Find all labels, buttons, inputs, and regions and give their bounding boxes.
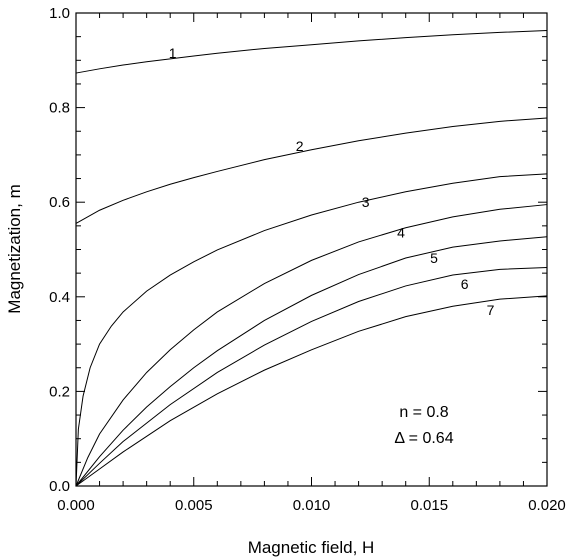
curve-labels: 1 2 3 4 5 6 7 bbox=[169, 45, 495, 318]
series-line-3 bbox=[75, 173, 548, 487]
ticks: 0.000 0.005 0.010 0.015 0.020 0.0 0.2 0.4 0.6 0.8… bbox=[49, 5, 566, 514]
series-line-6 bbox=[75, 266, 548, 487]
series-label-6: 6 bbox=[461, 276, 469, 292]
series-line-4 bbox=[75, 204, 548, 487]
y-axis-title: Magnetization, m bbox=[5, 184, 24, 313]
series-label-2: 2 bbox=[296, 138, 304, 154]
series-label-7: 7 bbox=[487, 302, 495, 318]
curves bbox=[75, 30, 548, 487]
series-line-7 bbox=[75, 295, 548, 487]
x-tick-label: 0.000 bbox=[57, 497, 95, 514]
series-line-2 bbox=[75, 117, 548, 224]
y-tick-label: 1.0 bbox=[49, 5, 70, 22]
series-line-1 bbox=[75, 30, 548, 74]
series-label-5: 5 bbox=[430, 250, 438, 266]
series-line-5 bbox=[75, 236, 548, 487]
y-tick-label: 0.6 bbox=[49, 194, 70, 211]
y-tick-label: 0.2 bbox=[49, 383, 70, 400]
annotation-n: n = 0.8 bbox=[399, 404, 448, 421]
x-tick-label: 0.015 bbox=[411, 497, 449, 514]
series-label-1: 1 bbox=[169, 45, 177, 61]
y-tick-label: 0.0 bbox=[49, 478, 70, 495]
x-tick-label: 0.005 bbox=[175, 497, 213, 514]
series-label-4: 4 bbox=[397, 225, 405, 241]
x-axis-title: Magnetic field, H bbox=[248, 538, 375, 557]
x-tick-label: 0.010 bbox=[293, 497, 331, 514]
y-tick-label: 0.4 bbox=[49, 289, 70, 306]
y-tick-label: 0.8 bbox=[49, 100, 70, 117]
series-label-3: 3 bbox=[362, 194, 370, 210]
plot-frame bbox=[75, 12, 548, 487]
annotation-delta: Δ = 0.64 bbox=[394, 430, 453, 447]
x-tick-label: 0.020 bbox=[528, 497, 566, 514]
